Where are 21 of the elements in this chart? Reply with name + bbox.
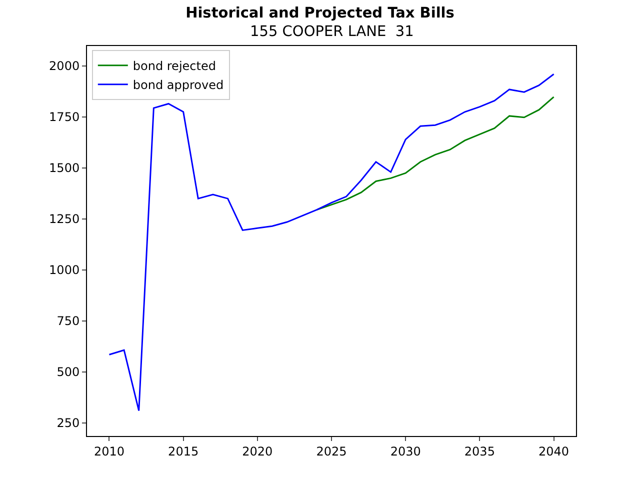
line-series [316,96,555,211]
line-series [108,73,555,412]
x-tick-label: 2025 [316,444,347,458]
y-tick-label: 1000 [49,263,80,278]
y-tick-label: 1750 [49,110,80,124]
chart-subtitle: 155 COOPER LANE 31 [250,24,414,40]
y-tick-label: 750 [56,314,80,328]
chart-title: Historical and Projected Tax Bills [186,5,454,22]
x-tick-label: 2015 [168,444,199,458]
x-tick-label: 2020 [242,444,273,458]
legend-label: bond approved [132,78,224,92]
x-tick-label: 2030 [390,444,421,458]
y-tick-label: 1500 [49,161,80,176]
x-tick-label: 2010 [94,444,125,458]
y-tick-label: 1250 [49,212,80,226]
y-tick-label: 250 [56,416,80,430]
legend-label: bond rejected [132,59,216,74]
x-tick-label: 2035 [464,444,495,458]
y-tick-label: 2000 [49,59,80,74]
x-tick-label: 2040 [538,444,570,458]
y-tick-label: 500 [56,365,80,380]
